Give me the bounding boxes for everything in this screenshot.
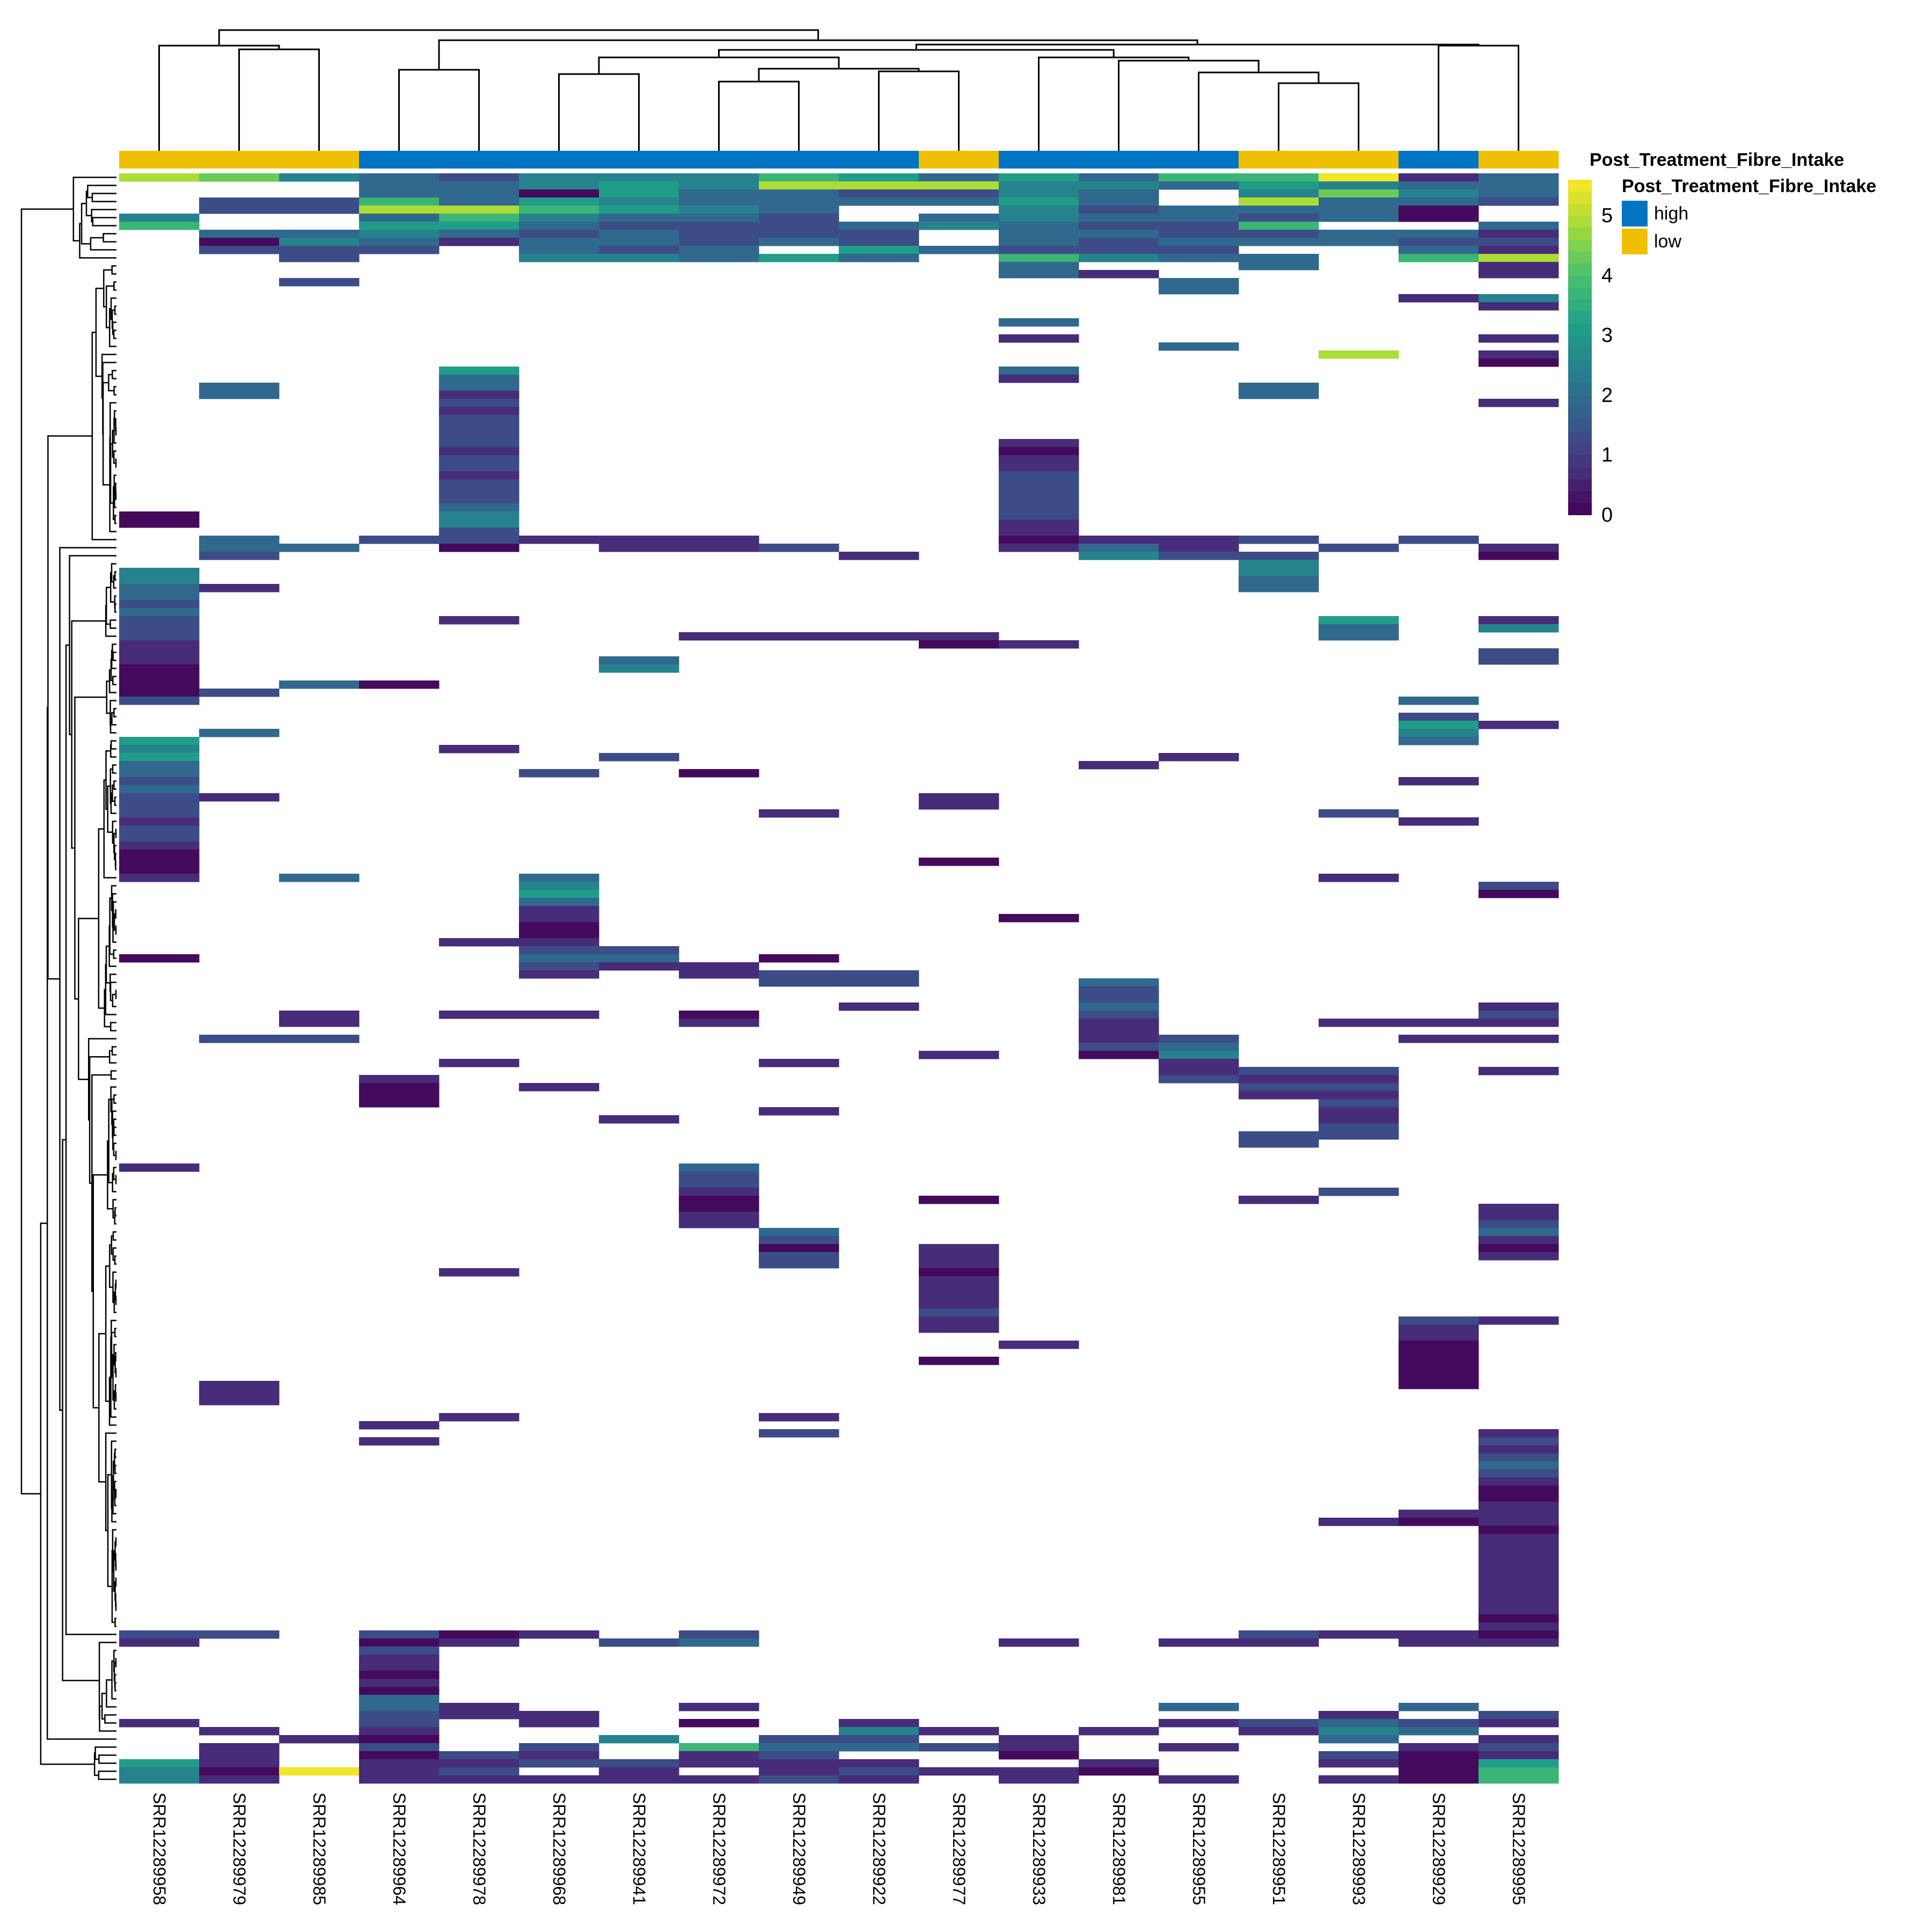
colorbar-step: [1568, 311, 1592, 324]
column-label: SRR12289949: [789, 1792, 809, 1905]
column-label: SRR12289964: [389, 1792, 409, 1905]
colorbar-step: [1568, 347, 1592, 360]
colorbar-step: [1568, 395, 1592, 407]
legend-item-label: high: [1654, 203, 1689, 224]
colorbar-step: [1568, 371, 1592, 384]
column-label: SRR12289978: [469, 1792, 489, 1905]
legend-swatch-low: [1622, 229, 1648, 254]
legend-title: Post_Treatment_Fibre_Intake: [1622, 176, 1877, 196]
colorbar-tick: 4: [1601, 264, 1613, 287]
column-label: SRR12289993: [1349, 1792, 1368, 1905]
colorbar-tick: 1: [1601, 444, 1613, 467]
colorbar-step: [1568, 203, 1592, 216]
colorbar-step: [1568, 228, 1592, 240]
column-label: SRR12289985: [309, 1792, 329, 1905]
legend-swatch-high: [1622, 201, 1648, 226]
column-label: SRR12289958: [149, 1792, 169, 1905]
colorbar-step: [1568, 192, 1592, 204]
colorbar-step: [1568, 419, 1592, 431]
colorbar-step: [1568, 431, 1592, 443]
column-label: SRR12289995: [1509, 1792, 1528, 1905]
colorbar-step: [1568, 323, 1592, 336]
colorbar-step: [1568, 503, 1592, 515]
column-label: SRR12289955: [1189, 1792, 1209, 1905]
column-label: SRR12289951: [1269, 1792, 1289, 1905]
colorbar-step: [1568, 239, 1592, 252]
colorbar-step: [1568, 407, 1592, 420]
colorbar-step: [1568, 215, 1592, 228]
colorbar-step: [1568, 467, 1592, 479]
colorbar-step: [1568, 359, 1592, 371]
colorbar-tick: 5: [1601, 204, 1613, 227]
column-dendrogram: [158, 29, 1519, 151]
column-label: SRR12289922: [869, 1792, 889, 1905]
colorbar-step: [1568, 180, 1592, 192]
colorbar: [1568, 180, 1592, 515]
colorbar-tick: 2: [1601, 384, 1613, 407]
column-label: SRR12289977: [949, 1792, 969, 1905]
column-label: SRR12289933: [1029, 1792, 1049, 1905]
column-label: SRR12289981: [1109, 1792, 1129, 1905]
colorbar-step: [1568, 264, 1592, 276]
colorbar-step: [1568, 287, 1592, 300]
colorbar-tick: 3: [1601, 324, 1613, 347]
colorbar-step: [1568, 443, 1592, 456]
column-label: SRR12289941: [629, 1792, 649, 1905]
colorbar-step: [1568, 491, 1592, 503]
colorbar-step: [1568, 251, 1592, 264]
annotation-bar-title: Post_Treatment_Fibre_Intake: [1590, 150, 1845, 170]
heatmap-cells: [119, 173, 1559, 1784]
column-annotation-bar: [119, 151, 1559, 169]
colorbar-step: [1568, 383, 1592, 396]
colorbar-step: [1568, 299, 1592, 312]
colorbar-step: [1568, 275, 1592, 288]
colorbar-step: [1568, 479, 1592, 492]
column-label: SRR12289968: [549, 1792, 569, 1905]
legend-item-label: low: [1654, 231, 1682, 252]
column-label: SRR12289979: [229, 1792, 249, 1905]
column-label: SRR12289929: [1429, 1792, 1448, 1905]
row-dendrogram: [20, 177, 117, 1780]
colorbar-step: [1568, 335, 1592, 348]
column-label: SRR12289972: [709, 1792, 729, 1905]
colorbar-step: [1568, 455, 1592, 467]
colorbar-tick: 0: [1601, 504, 1613, 526]
